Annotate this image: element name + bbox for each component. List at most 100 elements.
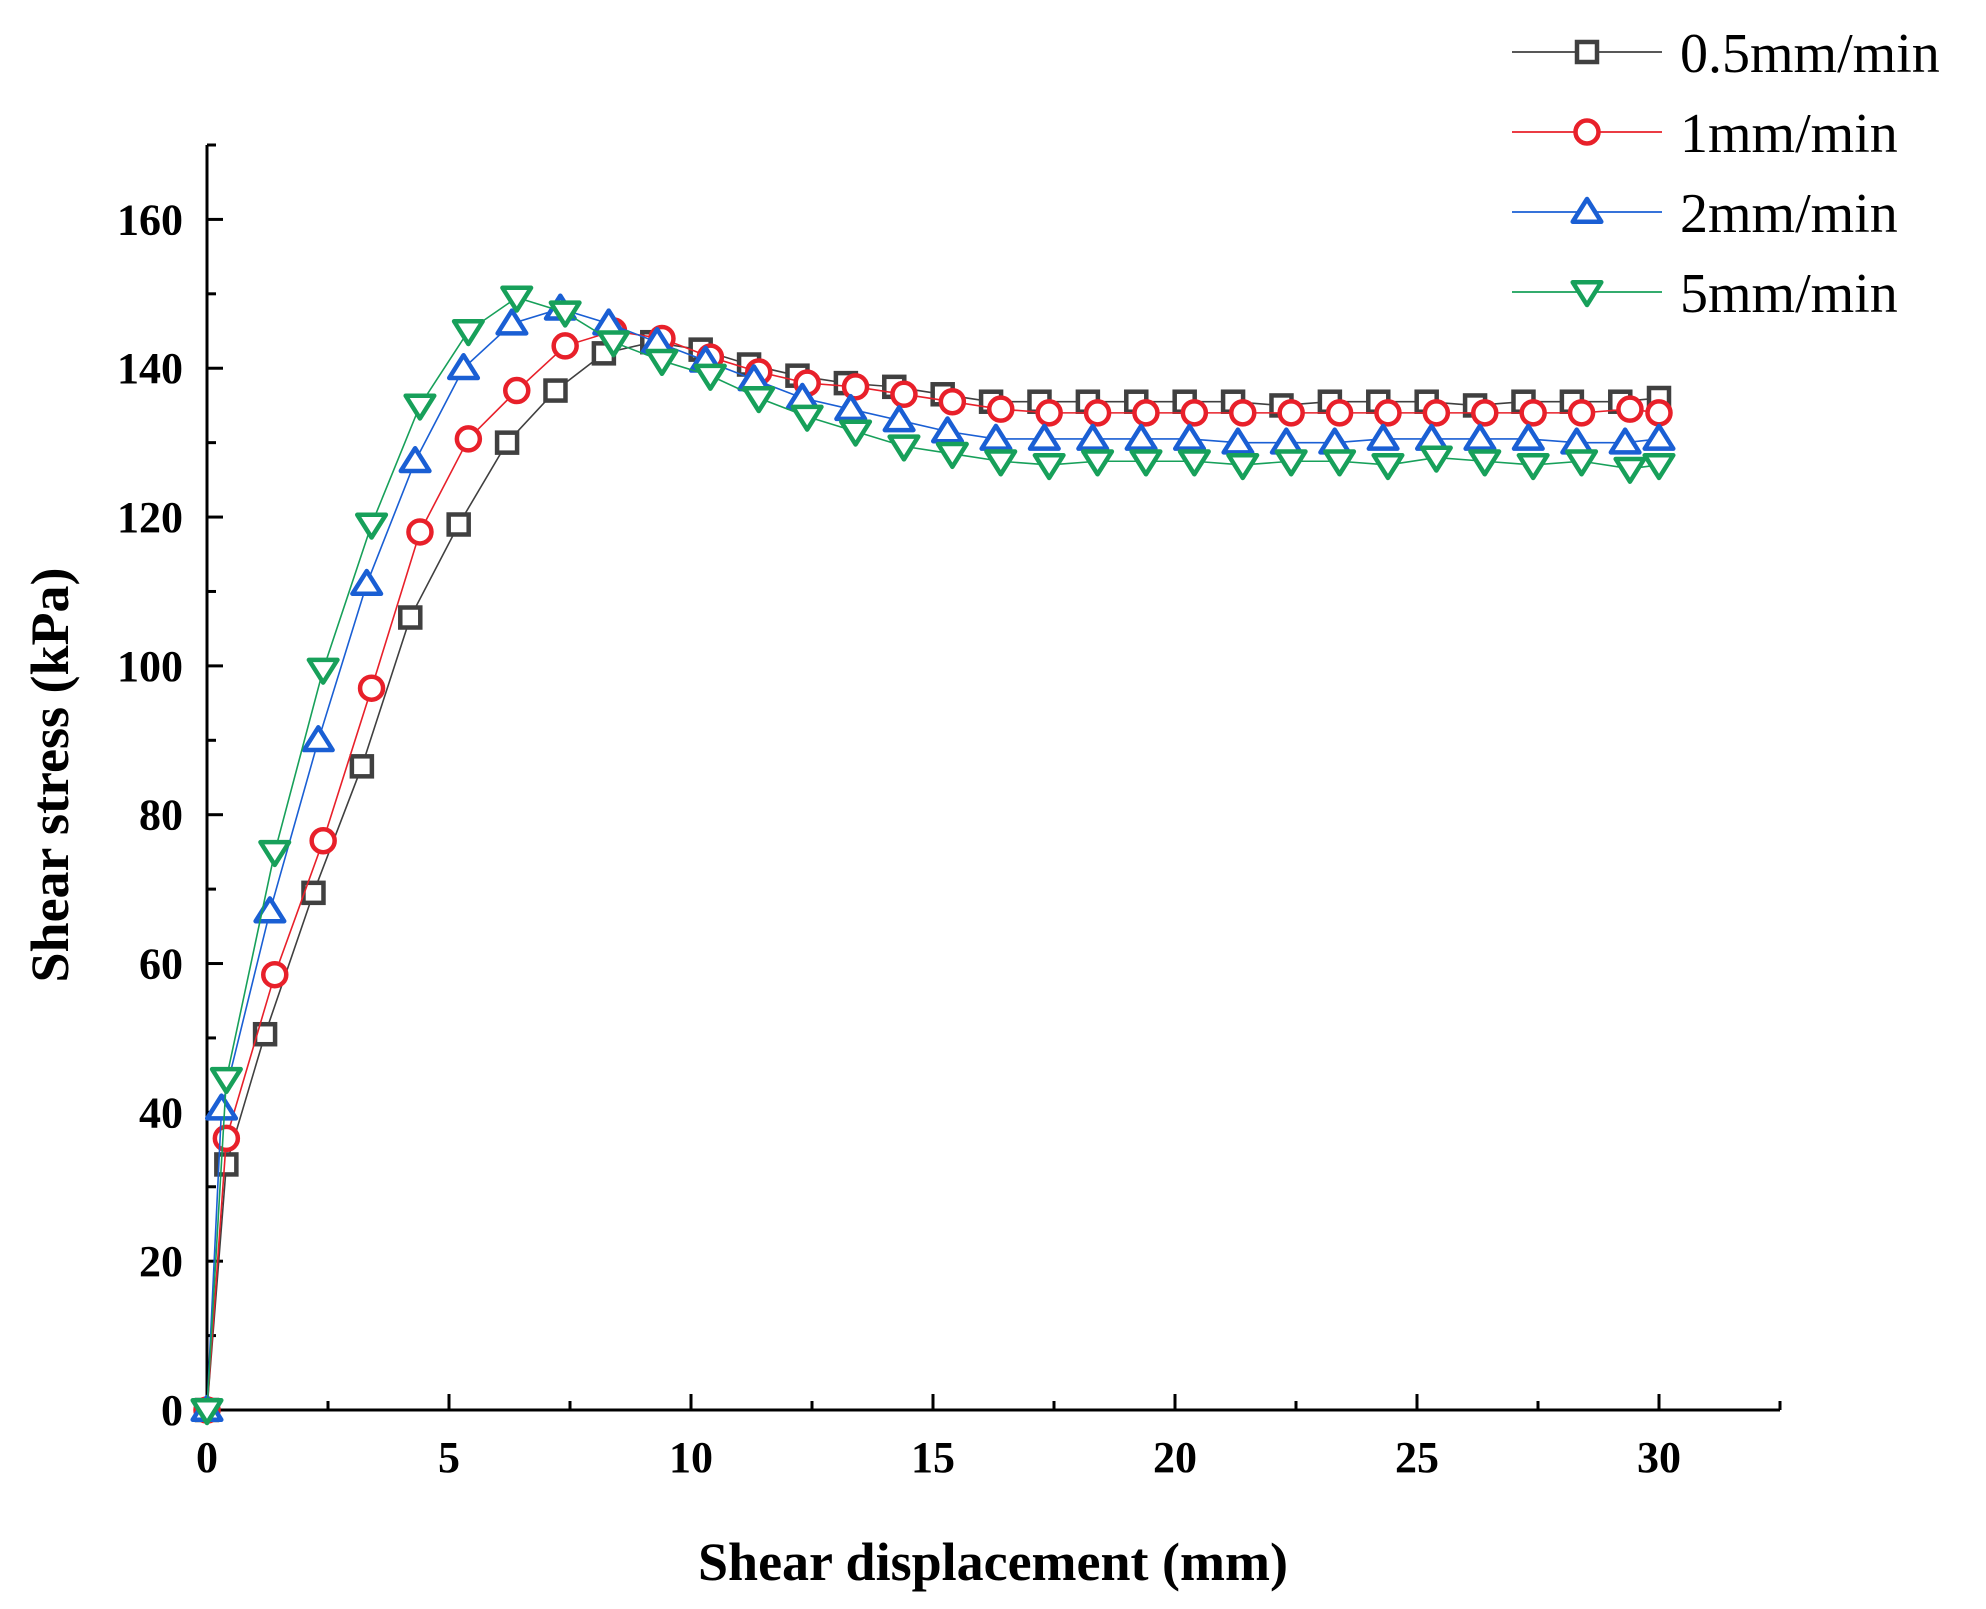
data-point	[446, 512, 471, 537]
data-point	[790, 404, 824, 432]
legend-label: 1mm/min	[1680, 103, 1898, 165]
data-series	[190, 285, 1676, 1426]
data-point	[1468, 449, 1502, 477]
data-point	[503, 376, 531, 405]
x-tick-label: 30	[1637, 1433, 1681, 1482]
series-line	[206, 330, 1660, 1411]
data-point	[1613, 456, 1647, 484]
data-point	[834, 393, 868, 422]
data-point	[742, 386, 776, 414]
x-tick-label: 25	[1395, 1433, 1439, 1482]
x-axis-title: Shear displacement (mm)	[698, 1532, 1288, 1592]
data-point	[355, 512, 389, 540]
data-point	[887, 434, 921, 462]
data-point	[1565, 449, 1599, 477]
data-point	[1129, 449, 1163, 477]
legend-entry: 1mm/min	[1512, 103, 1898, 165]
data-point	[1032, 452, 1066, 481]
y-tick-label: 100	[117, 642, 183, 691]
data-point	[258, 839, 292, 868]
data-point	[1419, 445, 1453, 473]
series-line	[206, 307, 1660, 1411]
data-point	[1366, 423, 1400, 451]
data-point	[1371, 452, 1405, 481]
data-point	[1083, 399, 1112, 427]
data-point	[1560, 427, 1594, 455]
data-point	[495, 308, 529, 336]
y-tick-label: 80	[139, 791, 183, 840]
y-tick-label: 0	[161, 1386, 183, 1435]
data-point	[551, 332, 579, 360]
legend-marker	[1574, 39, 1600, 65]
legend-entry: 5mm/min	[1512, 263, 1898, 325]
data-point	[839, 419, 873, 447]
data-point	[1177, 449, 1211, 477]
x-tick-label: 15	[911, 1433, 955, 1482]
data-point	[309, 827, 337, 855]
data-point	[1132, 399, 1160, 427]
data-point	[357, 674, 386, 702]
data-point	[454, 425, 483, 453]
data-point	[1180, 399, 1209, 427]
data-point	[301, 725, 335, 753]
data-point	[1277, 399, 1305, 427]
x-tick-label: 10	[669, 1433, 713, 1482]
data-point	[1616, 395, 1644, 423]
series-2	[193, 317, 1673, 1424]
data-point	[1471, 399, 1499, 427]
data-point	[548, 300, 582, 328]
data-point	[1325, 399, 1354, 427]
y-tick-label: 120	[117, 493, 183, 542]
data-point	[190, 1398, 224, 1426]
series-1	[194, 329, 1672, 1423]
data-point	[1511, 423, 1545, 451]
data-point	[1027, 423, 1061, 451]
axes	[205, 143, 1782, 1412]
data-point	[1642, 423, 1676, 451]
data-point	[1229, 399, 1257, 427]
data-point	[500, 285, 534, 313]
x-tick-label: 20	[1153, 1433, 1197, 1482]
tick-labels: 0 5 10 15 20 25 30 0 20 40 60 80 100 120 140 160	[117, 195, 1681, 1482]
data-point	[451, 319, 485, 347]
data-point	[1463, 423, 1497, 451]
legend-marker	[1570, 196, 1604, 224]
data-point	[1172, 423, 1207, 451]
data-point	[1414, 423, 1449, 451]
legend: 0.5mm/min 1mm/min 2mm/min 5mm/min	[1512, 23, 1940, 325]
data-point	[930, 416, 965, 444]
y-tick-label: 20	[139, 1237, 183, 1286]
y-tick-label: 160	[117, 195, 183, 244]
data-point	[1374, 399, 1402, 427]
data-point	[1221, 427, 1255, 455]
data-point	[1519, 399, 1547, 427]
legend-marker	[1570, 280, 1604, 308]
data-point	[1318, 427, 1352, 455]
data-point	[1076, 423, 1110, 451]
series-4	[190, 285, 1676, 1426]
data-point	[1608, 427, 1642, 455]
data-point	[1274, 449, 1308, 477]
legend-label: 5mm/min	[1680, 263, 1898, 325]
data-point	[1422, 399, 1451, 427]
data-point	[597, 330, 631, 358]
data-point	[935, 441, 969, 470]
series-line	[206, 341, 1660, 1411]
data-point	[350, 568, 384, 597]
legend-entry: 2mm/min	[1512, 183, 1898, 245]
data-point	[252, 1021, 278, 1047]
data-point	[987, 395, 1015, 423]
y-tick-label: 60	[139, 940, 183, 989]
data-point	[890, 380, 918, 409]
data-point	[1567, 399, 1596, 427]
data-point	[261, 960, 289, 989]
data-point	[543, 378, 568, 403]
data-point	[841, 373, 870, 401]
data-point	[693, 363, 727, 391]
data-point	[349, 754, 375, 779]
data-point	[979, 423, 1013, 451]
data-point	[1124, 423, 1158, 451]
data-point	[212, 1124, 241, 1153]
